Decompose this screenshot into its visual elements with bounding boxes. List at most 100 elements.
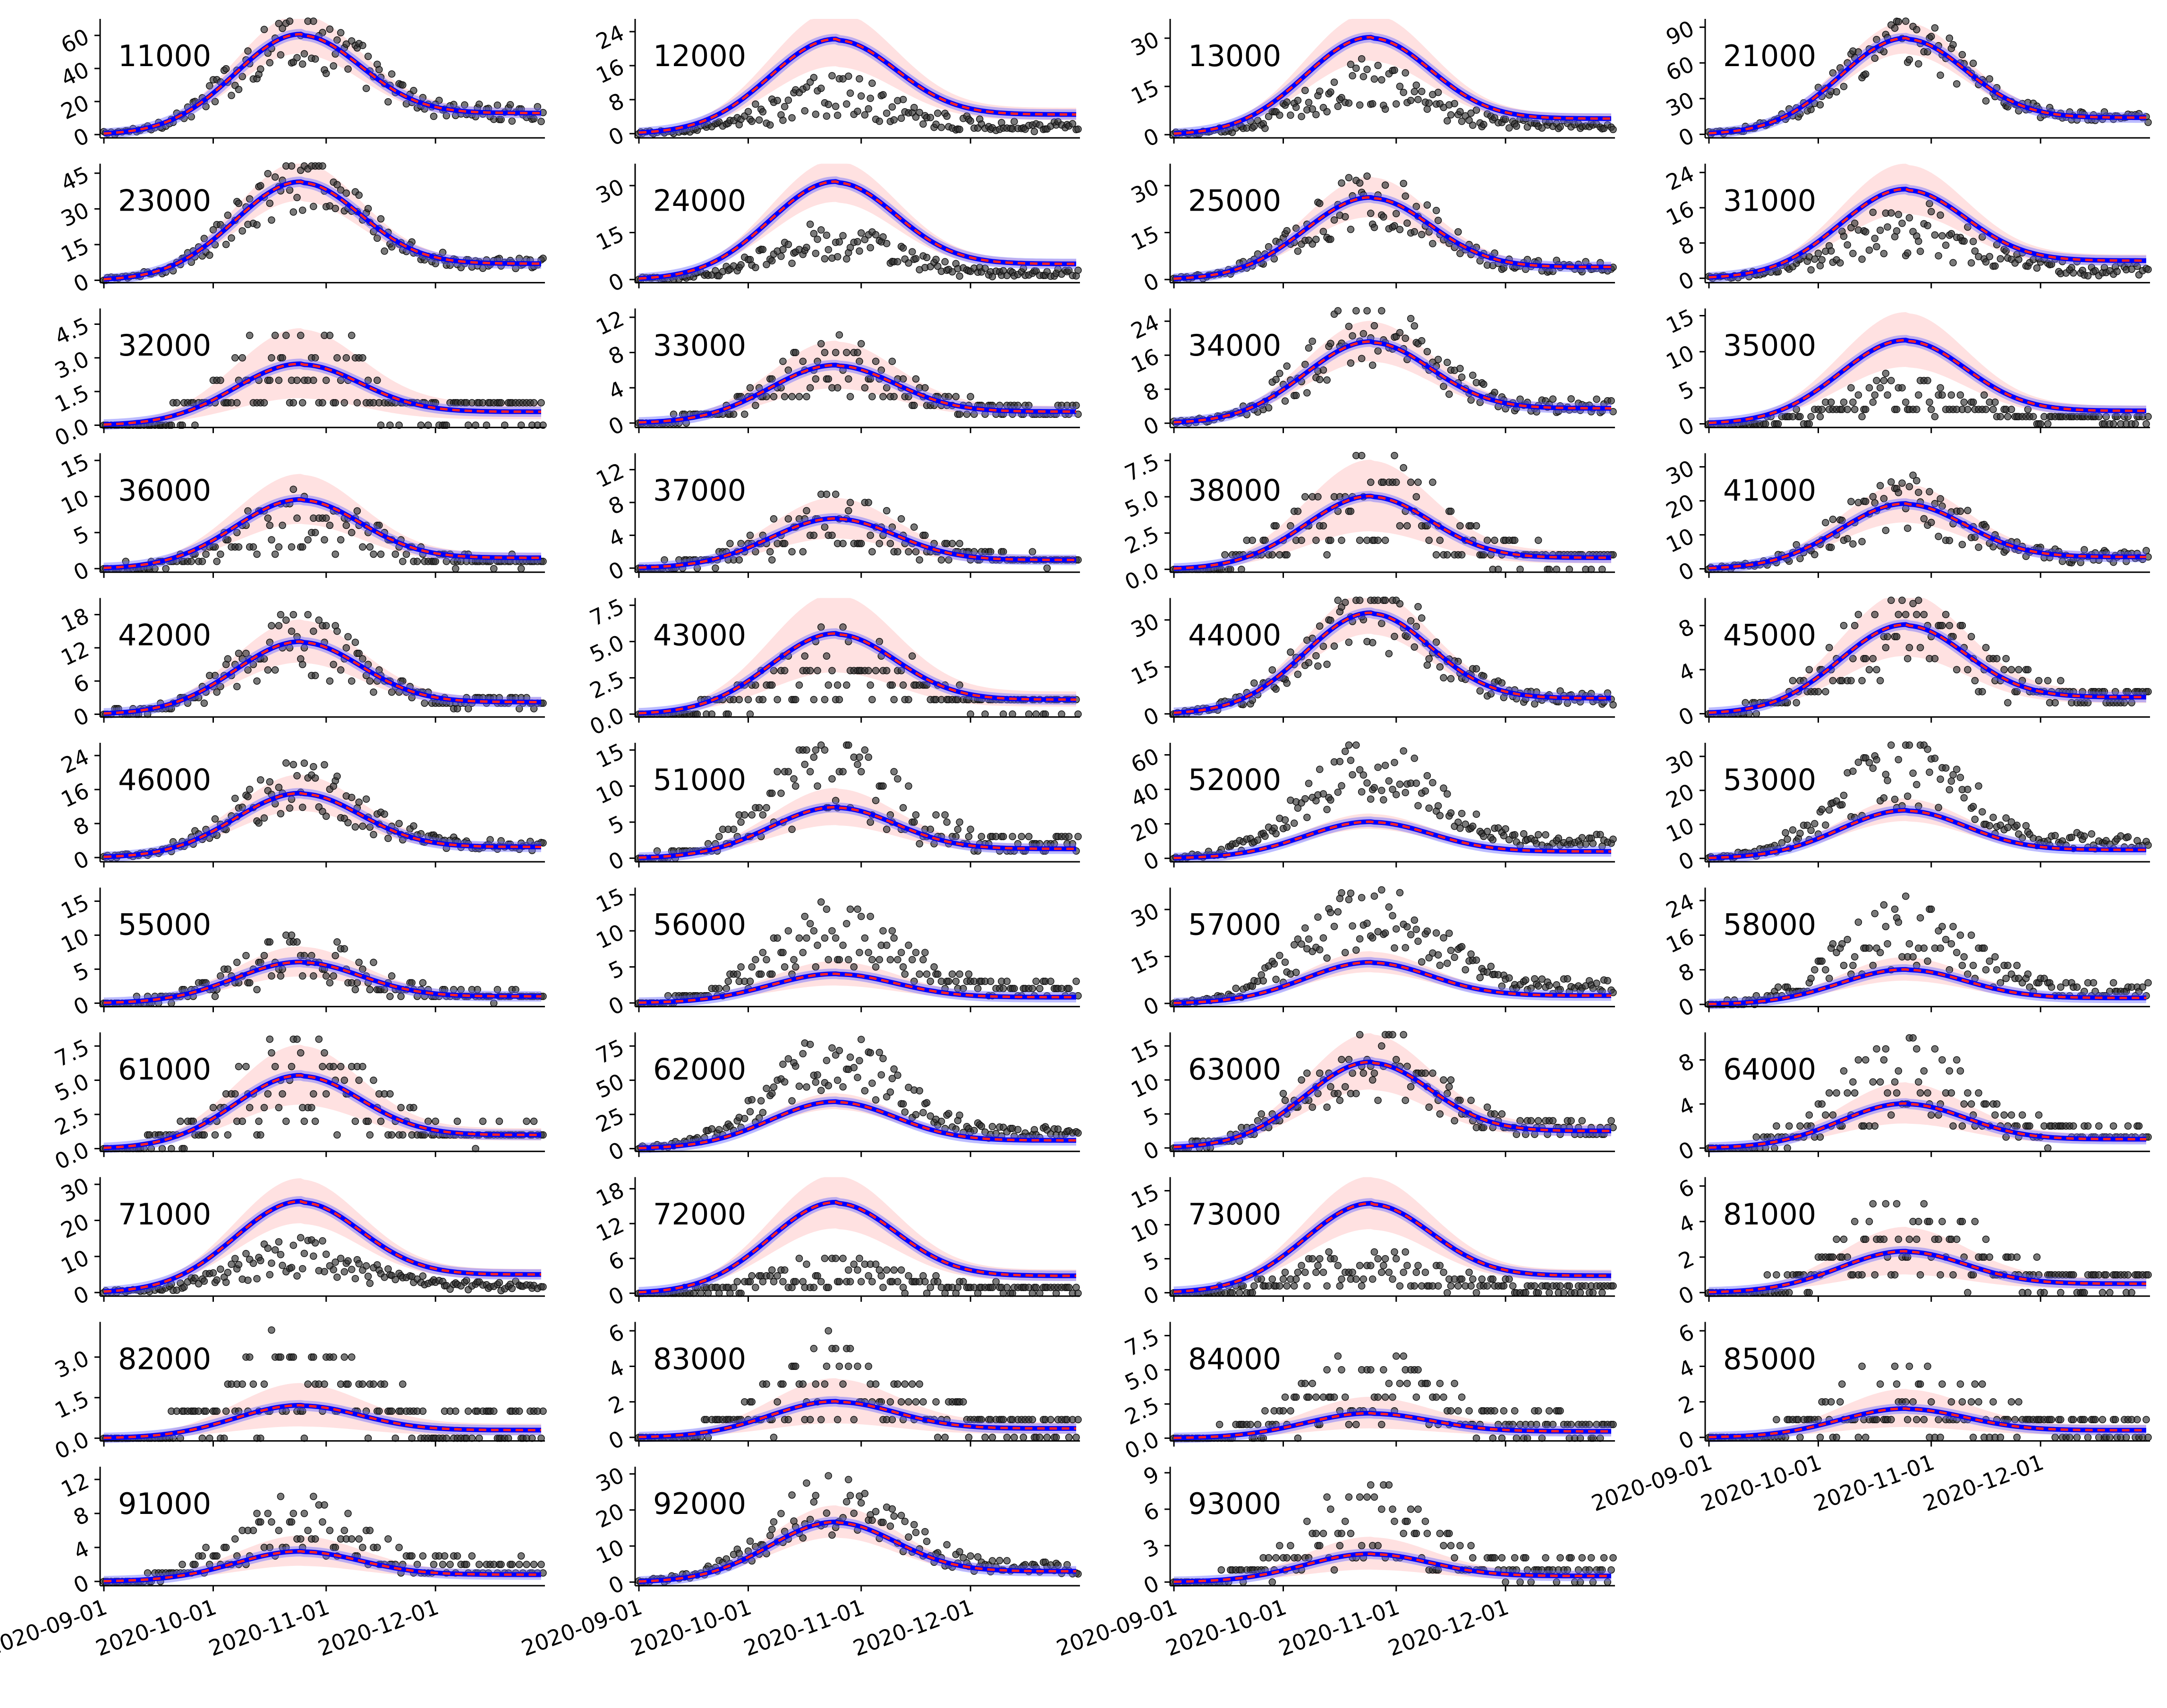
observed-point bbox=[919, 120, 927, 128]
observed-point bbox=[1762, 420, 1769, 428]
observed-point bbox=[264, 514, 272, 522]
observed-point bbox=[1938, 391, 1946, 399]
observed-point bbox=[231, 354, 239, 362]
observed-point bbox=[1276, 111, 1283, 119]
observed-point bbox=[784, 96, 792, 104]
observed-point bbox=[2035, 677, 2043, 685]
observed-point bbox=[1774, 420, 1782, 428]
observed-point bbox=[839, 768, 847, 775]
observed-point bbox=[388, 972, 396, 980]
observed-point bbox=[1385, 903, 1393, 911]
observed-point bbox=[910, 523, 918, 531]
observed-point bbox=[1414, 478, 1422, 486]
observed-point bbox=[1964, 786, 1972, 793]
observed-point bbox=[1316, 87, 1324, 95]
observed-point bbox=[386, 993, 394, 1000]
observed-point bbox=[752, 263, 759, 272]
observed-point bbox=[1381, 181, 1389, 189]
observed-point bbox=[508, 117, 516, 125]
observed-point bbox=[355, 191, 363, 199]
observed-point bbox=[1836, 259, 1844, 267]
observed-point bbox=[779, 357, 787, 365]
observed-point bbox=[1816, 101, 1824, 109]
observed-point bbox=[517, 565, 525, 572]
observed-point bbox=[330, 661, 337, 668]
observed-point bbox=[1964, 666, 1972, 673]
observed-point bbox=[1807, 826, 1815, 834]
observed-point bbox=[1378, 886, 1385, 894]
observed-point bbox=[1814, 688, 1822, 696]
observed-point bbox=[490, 565, 498, 572]
observed-point bbox=[1915, 60, 1922, 68]
observed-point bbox=[987, 977, 994, 985]
observed-point bbox=[1436, 536, 1444, 544]
observed-point bbox=[319, 399, 326, 407]
observed-point bbox=[410, 822, 417, 830]
observed-point bbox=[1895, 611, 1903, 619]
observed-point bbox=[497, 116, 505, 123]
observed-point bbox=[1915, 596, 1922, 604]
observed-point bbox=[883, 507, 891, 515]
observed-point bbox=[1303, 814, 1311, 821]
observed-point bbox=[1564, 975, 1572, 983]
panel-label: 23000 bbox=[118, 184, 211, 218]
observed-point bbox=[2124, 833, 2132, 841]
observed-point bbox=[1367, 478, 1375, 486]
observed-point bbox=[803, 934, 810, 942]
observed-point bbox=[1871, 611, 1879, 619]
observed-point bbox=[322, 812, 330, 820]
panel-label: 12000 bbox=[653, 39, 746, 73]
observed-point bbox=[435, 96, 443, 104]
observed-point bbox=[275, 783, 283, 791]
observed-point bbox=[238, 227, 246, 235]
observed-point bbox=[351, 638, 359, 646]
observed-point bbox=[311, 774, 319, 782]
observed-point bbox=[1341, 213, 1349, 221]
observed-point bbox=[1904, 792, 1912, 800]
y-tick-label: 20 bbox=[57, 90, 93, 125]
observed-point bbox=[1982, 644, 1990, 652]
observed-point bbox=[2088, 830, 2096, 838]
observed-point bbox=[224, 212, 232, 219]
observed-point bbox=[333, 938, 341, 946]
observed-point bbox=[257, 182, 264, 189]
y-tick-label: 30 bbox=[592, 174, 628, 209]
observed-point bbox=[828, 927, 836, 935]
observed-point bbox=[1018, 833, 1026, 841]
observed-point bbox=[275, 543, 283, 551]
y-tick-label: 7.5 bbox=[586, 594, 628, 631]
observed-point bbox=[810, 927, 818, 935]
observed-point bbox=[1986, 253, 1993, 261]
observed-point bbox=[1931, 654, 1939, 663]
observed-point bbox=[1336, 757, 1344, 765]
observed-point bbox=[1865, 246, 1873, 254]
observed-point bbox=[1851, 621, 1859, 629]
y-tick-label: 30 bbox=[1127, 174, 1163, 209]
y-tick-label: 3.0 bbox=[51, 346, 93, 384]
panel-label: 32000 bbox=[118, 328, 211, 363]
observed-point bbox=[1851, 953, 1859, 960]
observed-point bbox=[1467, 950, 1475, 958]
observed-point bbox=[1412, 493, 1420, 501]
observed-point bbox=[1849, 540, 1857, 548]
y-tick-label: 0 bbox=[1139, 123, 1163, 152]
observed-point bbox=[759, 696, 767, 704]
observed-point bbox=[856, 949, 863, 956]
observed-point bbox=[1381, 105, 1389, 113]
observed-point bbox=[1250, 122, 1258, 130]
observed-point bbox=[1434, 802, 1442, 810]
observed-point bbox=[741, 410, 748, 418]
observed-point bbox=[1938, 621, 1946, 629]
observed-point bbox=[1283, 227, 1291, 235]
observed-point bbox=[1946, 786, 1954, 794]
observed-point bbox=[784, 768, 792, 775]
observed-point bbox=[1827, 398, 1835, 406]
observed-point bbox=[1385, 777, 1393, 785]
